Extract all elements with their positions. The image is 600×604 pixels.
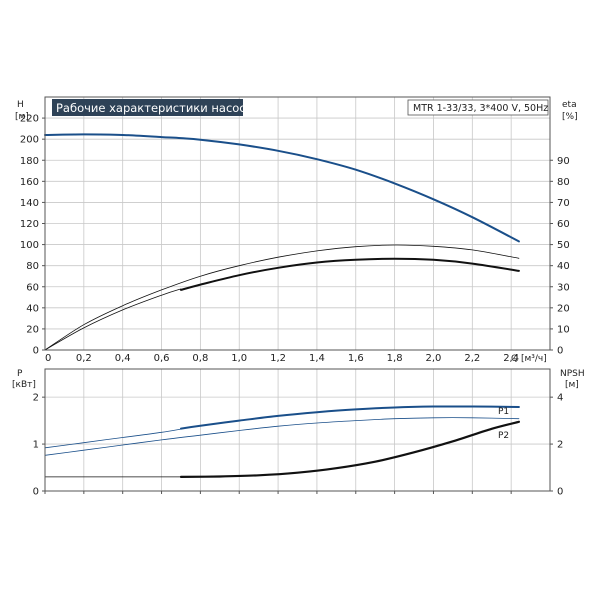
y-right-tick-label: 4 [557,393,563,404]
y-right-tick-label: 90 [557,156,570,167]
series-label-p2: P2 [498,431,509,441]
pump-info-box [407,99,549,116]
y-left-name-top: H [17,100,24,110]
y-left-tick-label: 40 [26,303,39,314]
series-line-top-2 [44,288,182,351]
bottom-grid [44,369,550,494]
y-right-name-bottom: NPSH [560,369,585,379]
y-left-tick-label: 100 [20,240,39,251]
y-left-tick-label: 140 [20,198,39,209]
series-line-bottom-4 [179,420,520,478]
y-left-tick-label: 160 [20,177,39,188]
y-right-tick-label: 60 [557,219,570,230]
y-left-tick-label: 200 [20,135,39,146]
y-left-tick-label: 220 [20,114,39,125]
y-right-tick-label: 30 [557,282,570,293]
series-line-bottom-0 [44,428,182,449]
x-tick-label: 2,4 [503,353,519,364]
y-left-tick-label: 20 [26,324,39,335]
top-plot-frame [44,96,551,351]
ticks-layer: 0 0,2 0,4 0,6 0,8 1,0 1,2 1,4 1,6 1,8 2,0 2,2 2,4020… [20,114,570,498]
x-tick-label: 0 [45,353,51,364]
series-line-top-3 [180,257,520,291]
y-left-tick-label: 60 [26,282,39,293]
x-tick-label: 0,4 [115,353,131,364]
x-tick-label: 0,6 [154,353,170,364]
x-tick-label: 0,2 [76,353,92,364]
y-right-tick-label: 0 [557,346,563,357]
y-right-tick-label: 40 [557,261,570,272]
x-axis-label: Q [м³/ч] [511,354,547,364]
y-left-tick-label: 2 [33,393,39,404]
chart-title: Рабочие характеристики насоса [56,101,253,115]
y-right-tick-label: 80 [557,177,570,188]
y-left-tick-label: 0 [33,346,39,357]
x-tick-label: 0,8 [192,353,208,364]
y-left-tick-label: 120 [20,219,39,230]
x-tick-label: 1,8 [387,353,403,364]
y-right-tick-label: 2 [557,440,563,451]
series-label-p1: P1 [498,407,509,417]
y-right-tick-label: 70 [557,198,570,209]
y-left-tick-label: 1 [33,440,39,451]
x-tick-label: 1,4 [309,353,325,364]
x-tick-label: 2,2 [464,353,480,364]
series-line-top-1 [44,244,520,351]
series-line-bottom-2 [44,417,520,456]
bottom-plot-frame [44,368,551,492]
x-tick-label: 1,6 [348,353,364,364]
y-right-tick-label: 20 [557,303,570,314]
series-line-bottom-1 [180,405,520,430]
y-right-tick-label: 0 [557,487,563,498]
series-line-top-0 [44,133,520,243]
y-right-unit-bottom: [м] [565,380,579,390]
y-left-unit-top: [м] [15,112,29,122]
y-right-tick-label: 10 [557,324,570,335]
y-left-tick-label: 0 [33,487,39,498]
y-left-unit-bottom: [кВт] [12,380,36,390]
x-tick-label: 1,2 [270,353,286,364]
y-left-tick-label: 80 [26,261,39,272]
x-tick-label: 1,0 [231,353,247,364]
y-left-tick-label: 180 [20,156,39,167]
series-layer [44,133,520,478]
pump-info: MTR 1-33/33, 3*400 V, 50Hz [413,103,548,114]
y-left-name-bottom: P [17,369,23,379]
title-box [52,99,243,116]
y-right-unit-top: [%] [562,112,578,122]
x-tick-label: 2,0 [426,353,442,364]
y-right-name-top: eta [562,100,577,110]
y-right-tick-label: 50 [557,240,570,251]
